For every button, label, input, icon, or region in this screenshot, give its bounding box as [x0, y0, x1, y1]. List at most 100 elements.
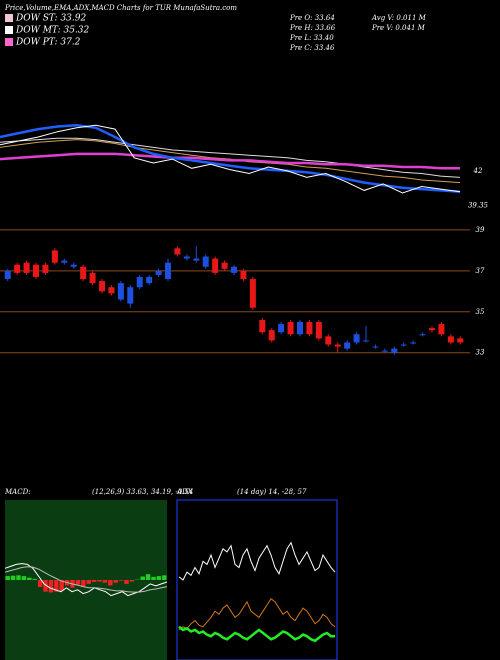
series-line — [0, 139, 461, 184]
histogram-bar — [37, 580, 43, 588]
series-line — [0, 152, 460, 170]
histogram-bar — [59, 580, 64, 591]
y-tick-label: 33 — [476, 349, 485, 357]
histogram-bar — [145, 574, 151, 580]
macd-title: MACD: — [4, 488, 31, 496]
candle-body — [108, 287, 115, 294]
candle-body — [61, 260, 68, 263]
candle-body — [297, 322, 303, 335]
histogram-bar — [91, 580, 97, 582]
candle-body — [193, 258, 200, 261]
macd-subtitle: (12,26,9) 33.63, 34.19, -0.54 — [92, 488, 193, 496]
candle-body — [89, 272, 96, 284]
candle-body — [146, 276, 153, 284]
histogram-bar — [140, 576, 145, 580]
histogram-bar — [151, 576, 156, 580]
candle-body — [127, 287, 134, 304]
info: Pre L: 33.40 — [289, 34, 334, 42]
candle-body — [174, 248, 181, 255]
info: Pre V: 0.041 M — [371, 24, 426, 32]
candle-body — [221, 262, 228, 269]
candle-body — [268, 330, 275, 341]
histogram-bar — [86, 580, 91, 584]
histogram-bar — [43, 580, 48, 592]
legend-swatch — [5, 14, 13, 22]
histogram-bar — [32, 578, 37, 580]
macd-panel — [5, 500, 167, 660]
adx-title: ADX — [176, 488, 194, 496]
candle-body — [183, 256, 190, 259]
candle-body — [51, 250, 58, 263]
histogram-bar — [162, 575, 167, 580]
histogram-bar — [118, 580, 124, 581]
legend-label: DOW PT: 37.2 — [15, 38, 81, 48]
candle-body — [165, 262, 171, 280]
candle-body — [447, 336, 454, 343]
candle-body — [306, 322, 313, 335]
candle-body — [136, 276, 143, 288]
candle-body — [278, 324, 285, 333]
candle-body — [372, 346, 379, 348]
legend-label: DOW ST: 33.92 — [15, 14, 86, 24]
info: Pre O: 33.64 — [289, 14, 335, 22]
candle-body — [363, 340, 369, 342]
histogram-bar — [97, 580, 102, 582]
candle-body — [33, 264, 39, 277]
candle-body — [429, 328, 435, 331]
series-line — [0, 123, 461, 193]
candle-body — [419, 334, 426, 336]
legend-swatch — [5, 38, 13, 46]
candle-body — [4, 270, 11, 280]
histogram-bar — [21, 576, 27, 580]
candle-body — [344, 342, 351, 349]
histogram-bar — [129, 580, 135, 582]
histogram-bar — [27, 577, 32, 580]
candle-body — [353, 334, 360, 343]
series-line — [178, 541, 336, 581]
candle-body — [117, 283, 124, 300]
series-line — [178, 625, 335, 643]
candle-body — [202, 256, 209, 267]
histogram-bar — [108, 580, 113, 586]
candle-body — [410, 342, 417, 344]
candle-body — [240, 270, 247, 280]
y-tick-label: 42 — [473, 167, 483, 175]
series-line — [0, 124, 461, 194]
legend-swatch — [5, 26, 13, 34]
series-line — [178, 597, 336, 631]
info: Pre C: 33.46 — [289, 44, 335, 52]
adx-panel — [176, 499, 338, 660]
candle-body — [315, 322, 322, 339]
y-tick-label: 35 — [476, 308, 485, 316]
candle-body — [391, 348, 398, 353]
candle-body — [70, 264, 77, 267]
series-line — [0, 137, 461, 178]
candle-body — [457, 338, 464, 343]
candle-body — [325, 336, 332, 345]
candle-body — [287, 322, 294, 335]
legend-label: DOW MT: 35.32 — [15, 26, 90, 36]
histogram-bar — [48, 580, 54, 593]
candle-body — [381, 350, 388, 352]
candle-body — [438, 324, 445, 335]
candle-body — [259, 319, 266, 333]
candle-body — [23, 262, 30, 273]
series-line — [4, 563, 168, 597]
candle-body — [334, 344, 341, 347]
y-tick-label: 39 — [476, 226, 485, 234]
y-tick-label: 39.35 — [468, 201, 489, 209]
histogram-bar — [156, 576, 162, 580]
histogram-bar — [10, 575, 16, 580]
candle-body — [249, 279, 256, 308]
candle-body — [400, 344, 407, 346]
info: Avg V: 0.011 M — [371, 14, 427, 22]
candle-body — [99, 281, 105, 292]
histogram-bar — [113, 580, 118, 583]
histogram-bar — [124, 580, 129, 584]
info: Pre H: 33.66 — [289, 24, 336, 32]
candle-body — [14, 264, 21, 273]
candle-body — [231, 266, 237, 273]
y-tick-label: 37 — [476, 267, 485, 275]
series-line — [4, 566, 168, 593]
